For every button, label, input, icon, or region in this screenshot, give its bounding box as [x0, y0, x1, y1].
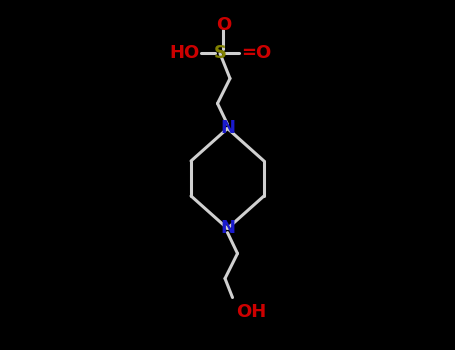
Text: S: S [213, 44, 227, 62]
Text: OH: OH [236, 303, 266, 321]
Text: HO: HO [170, 44, 200, 62]
Text: N: N [220, 119, 235, 138]
Text: N: N [220, 219, 235, 237]
Text: =O: =O [241, 44, 271, 62]
Text: O: O [216, 16, 231, 34]
